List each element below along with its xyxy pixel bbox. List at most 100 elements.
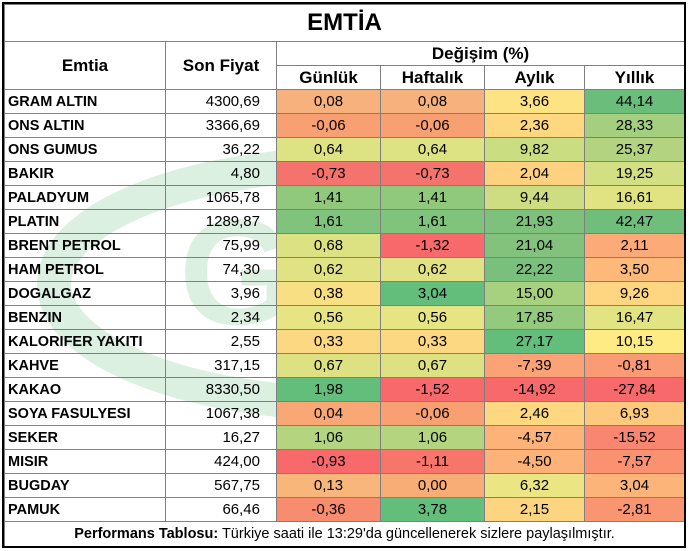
weekly-change-cell: 0,62 [380, 257, 485, 282]
monthly-change-cell: 27,17 [484, 329, 585, 354]
daily-change-cell: -0,06 [276, 113, 381, 138]
commodity-name-cell: BAKIR [4, 161, 166, 186]
weekly-change-cell: 0,08 [380, 89, 485, 114]
daily-change-cell: 1,41 [276, 185, 381, 210]
commodity-name-cell: BRENT PETROL [4, 233, 166, 258]
weekly-change-cell: 0,64 [380, 137, 485, 162]
last-price-cell: 16,27 [165, 425, 277, 450]
daily-change-cell: 1,61 [276, 209, 381, 234]
yearly-change-cell: 42,47 [583, 209, 684, 234]
daily-change-cell: 1,06 [276, 425, 381, 450]
yearly-change-cell: 25,37 [583, 137, 684, 162]
yearly-change-cell: -0,81 [583, 353, 684, 378]
daily-change-cell: -0,93 [276, 449, 381, 474]
yearly-change-cell: 3,04 [583, 473, 684, 498]
table-row: BUGDAY 567,75 0,13 0,00 6,32 3,04 [4, 473, 684, 498]
yearly-change-cell: 16,61 [583, 185, 684, 210]
table-row: BRENT PETROL 75,99 0,68 -1,32 21,04 2,11 [4, 233, 684, 258]
commodity-name-cell: MISIR [4, 449, 166, 474]
table-row: DOGALGAZ 3,96 0,38 3,04 15,00 9,26 [4, 281, 684, 306]
yearly-change-cell: 44,14 [583, 89, 684, 114]
yearly-change-cell: 28,33 [583, 113, 684, 138]
commodity-name-cell: SEKER [4, 425, 166, 450]
last-price-cell: 567,75 [165, 473, 277, 498]
table-title: EMTİA [4, 4, 684, 42]
daily-change-cell: -0,36 [276, 497, 381, 522]
header-commodity: Emtia [4, 41, 166, 90]
header-daily: Günlük [276, 65, 381, 90]
daily-change-cell: 0,56 [276, 305, 381, 330]
monthly-change-cell: 9,82 [484, 137, 585, 162]
table-row: PALADYUM 1065,78 1,41 1,41 9,44 16,61 [4, 185, 684, 210]
monthly-change-cell: 2,36 [484, 113, 585, 138]
last-price-cell: 66,46 [165, 497, 277, 522]
monthly-change-cell: 3,66 [484, 89, 585, 114]
monthly-change-cell: 21,04 [484, 233, 585, 258]
table-row: SOYA FASULYESI 1067,38 0,04 -0,06 2,46 6,93 [4, 401, 684, 426]
table-row: BAKIR 4,80 -0,73 -0,73 2,04 19,25 [4, 161, 684, 186]
daily-change-cell: 0,04 [276, 401, 381, 426]
last-price-cell: 1065,78 [165, 185, 277, 210]
table-row: BENZIN 2,34 0,56 0,56 17,85 16,47 [4, 305, 684, 330]
table-row: KAKAO 8330,50 1,98 -1,52 -14,92 -27,84 [4, 377, 684, 402]
commodity-name-cell: KAKAO [4, 377, 166, 402]
commodity-name-cell: ONS GUMUS [4, 137, 166, 162]
last-price-cell: 3366,69 [165, 113, 277, 138]
commodity-name-cell: ONS ALTIN [4, 113, 166, 138]
table-row: ONS GUMUS 36,22 0,64 0,64 9,82 25,37 [4, 137, 684, 162]
commodity-name-cell: BUGDAY [4, 473, 166, 498]
last-price-cell: 3,96 [165, 281, 277, 306]
weekly-change-cell: 0,00 [380, 473, 485, 498]
header-change-group: Değişim (%) [275, 41, 684, 66]
commodity-name-cell: HAM PETROL [4, 257, 166, 282]
daily-change-cell: 0,33 [276, 329, 381, 354]
last-price-cell: 4300,69 [165, 89, 277, 114]
monthly-change-cell: 21,93 [484, 209, 585, 234]
table-row: HAM PETROL 74,30 0,62 0,62 22,22 3,50 [4, 257, 684, 282]
commodity-table: EMTİA Emtia Son Fiyat Değişim (%) Günlük… [4, 4, 684, 546]
commodity-name-cell: GRAM ALTIN [4, 89, 166, 114]
daily-change-cell: 0,68 [276, 233, 381, 258]
last-price-cell: 2,34 [165, 305, 277, 330]
commodity-name-cell: SOYA FASULYESI [4, 401, 166, 426]
header-yearly: Yıllık [583, 65, 684, 90]
last-price-cell: 424,00 [165, 449, 277, 474]
table-row: SEKER 16,27 1,06 1,06 -4,57 -15,52 [4, 425, 684, 450]
table-row: PAMUK 66,46 -0,36 3,78 2,15 -2,81 [4, 497, 684, 522]
weekly-change-cell: 1,41 [380, 185, 485, 210]
monthly-change-cell: -4,57 [484, 425, 585, 450]
weekly-change-cell: 0,56 [380, 305, 485, 330]
daily-change-cell: -0,73 [276, 161, 381, 186]
table-row: KAHVE 317,15 0,67 0,67 -7,39 -0,81 [4, 353, 684, 378]
last-price-cell: 2,55 [165, 329, 277, 354]
commodity-name-cell: PALADYUM [4, 185, 166, 210]
daily-change-cell: 0,67 [276, 353, 381, 378]
commodity-name-cell: DOGALGAZ [4, 281, 166, 306]
weekly-change-cell: 3,78 [380, 497, 485, 522]
yearly-change-cell: -15,52 [583, 425, 684, 450]
footer-text: Türkiye saati ile 13:29'da güncellenerek… [218, 526, 615, 542]
weekly-change-cell: -0,06 [380, 401, 485, 426]
table-row: GRAM ALTIN 4300,69 0,08 0,08 3,66 44,14 [4, 89, 684, 114]
daily-change-cell: 0,13 [276, 473, 381, 498]
weekly-change-cell: -1,32 [380, 233, 485, 258]
yearly-change-cell: 6,93 [583, 401, 684, 426]
monthly-change-cell: 2,15 [484, 497, 585, 522]
last-price-cell: 74,30 [165, 257, 277, 282]
monthly-change-cell: 15,00 [484, 281, 585, 306]
table-row: ONS ALTIN 3366,69 -0,06 -0,06 2,36 28,33 [4, 113, 684, 138]
last-price-cell: 36,22 [165, 137, 277, 162]
last-price-cell: 317,15 [165, 353, 277, 378]
monthly-change-cell: -4,50 [484, 449, 585, 474]
weekly-change-cell: -1,11 [380, 449, 485, 474]
monthly-change-cell: -14,92 [484, 377, 585, 402]
yearly-change-cell: -27,84 [583, 377, 684, 402]
weekly-change-cell: -1,52 [380, 377, 485, 402]
monthly-change-cell: 17,85 [484, 305, 585, 330]
monthly-change-cell: 9,44 [484, 185, 585, 210]
daily-change-cell: 0,62 [276, 257, 381, 282]
header-weekly: Haftalık [380, 65, 485, 90]
commodity-name-cell: PAMUK [4, 497, 166, 522]
yearly-change-cell: -2,81 [583, 497, 684, 522]
